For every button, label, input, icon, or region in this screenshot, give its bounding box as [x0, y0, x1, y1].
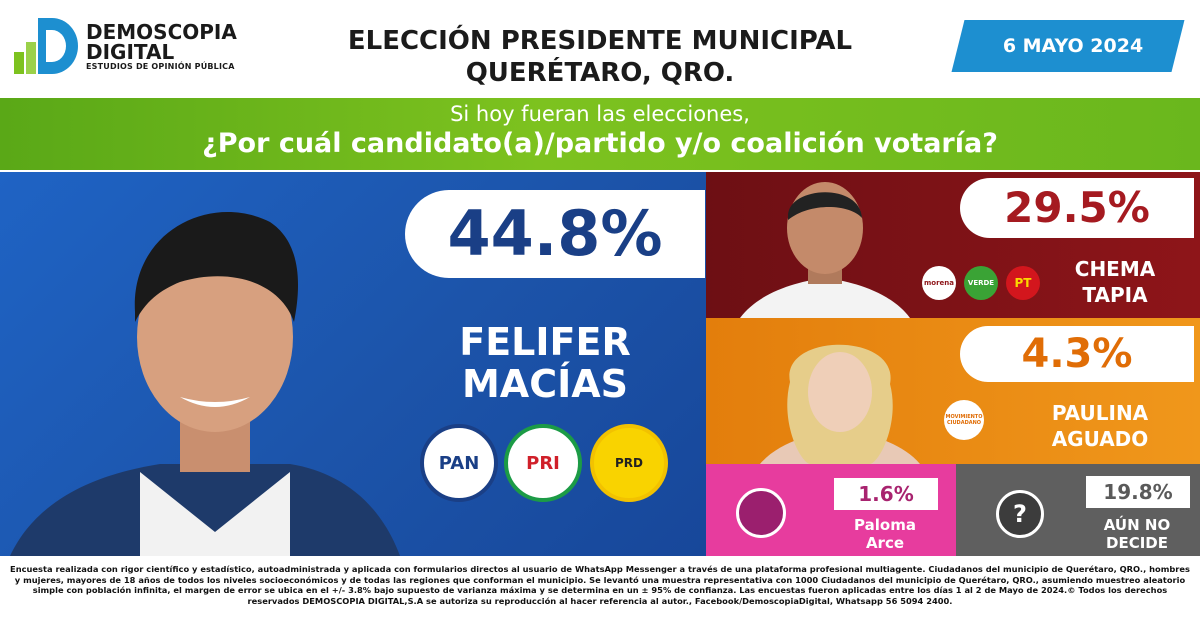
- pt-label: PT: [1014, 276, 1032, 290]
- prd-logo-icon: PRD: [590, 424, 668, 502]
- pan-logo-icon: PAN: [420, 424, 498, 502]
- paloma-percent: 1.6%: [858, 482, 914, 506]
- page-title-line2: QUERÉTARO, QRO.: [465, 58, 735, 88]
- chema-photo: [740, 182, 910, 318]
- demoscopia-logo-icon: [14, 18, 78, 74]
- pri-label: PRI: [526, 452, 560, 474]
- brand-name-line2: DIGITAL: [86, 40, 175, 64]
- page-title-line1: ELECCIÓN PRESIDENTE MUNICIPAL: [347, 26, 853, 56]
- felifer-name-line1: FELIFER: [459, 320, 631, 364]
- question-icon: ?: [996, 490, 1044, 538]
- question-banner: [0, 98, 1200, 170]
- chema-percent-box: [960, 178, 1194, 238]
- paulina-photo: [760, 344, 920, 464]
- morena-logo-icon: morena: [922, 266, 956, 300]
- undecided-percent-box: [1086, 476, 1190, 508]
- brand-name-line1: DEMOSCOPIA: [86, 20, 237, 44]
- date-text: 6 MAYO 2024: [1002, 35, 1144, 57]
- undecided-label-line2: DECIDE: [1106, 534, 1168, 552]
- paulina-percent-box: [960, 326, 1194, 382]
- question-line2: ¿Por cuál candidato(a)/partido y/o coali…: [202, 128, 998, 159]
- brand-tagline: ESTUDIOS DE OPINIÓN PÚBLICA: [86, 62, 235, 71]
- pri-logo-icon: PRI: [504, 424, 582, 502]
- question-line1: Si hoy fueran las elecciones,: [450, 102, 750, 126]
- chema-percent: 29.5%: [1004, 183, 1150, 232]
- paulina-name-line2: AGUADO: [1051, 427, 1149, 451]
- methodology-note: Encuesta realizada con rigor científico …: [10, 564, 1190, 606]
- paulina-name-line1: PAULINA: [1051, 401, 1149, 425]
- chema-name-line2: TAPIA: [1082, 283, 1148, 307]
- felifer-percent: 44.8%: [447, 197, 663, 270]
- felifer-percent-box: [405, 190, 705, 278]
- verde-logo-icon: VERDE: [964, 266, 998, 300]
- felifer-name-line2: MACÍAS: [461, 362, 629, 406]
- felifer-photo: [10, 212, 400, 556]
- footer: [0, 556, 1200, 628]
- movimiento-ciudadano-logo-icon: MOVIMIENTO CIUDADANO: [944, 400, 984, 440]
- paloma-name-line1: Paloma: [854, 516, 916, 534]
- undecided-label-line1: AÚN NO: [1103, 516, 1171, 534]
- pan-label: PAN: [438, 452, 480, 474]
- chema-name-line1: CHEMA: [1074, 257, 1156, 281]
- paulina-percent: 4.3%: [1021, 331, 1133, 377]
- verde-label: VERDE: [967, 279, 995, 287]
- felifer-panel: [0, 172, 706, 556]
- pt-logo-icon: PT: [1006, 266, 1040, 300]
- undecided-percent: 19.8%: [1103, 480, 1173, 504]
- paloma-percent-box: [834, 478, 938, 510]
- morena-label: morena: [923, 279, 954, 287]
- mc-label: MOVIMIENTO CIUDADANO: [945, 414, 983, 426]
- paloma-name-line2: Arce: [865, 534, 905, 552]
- prd-label: PRD: [615, 456, 643, 470]
- paloma-party-logo-icon: [736, 488, 786, 538]
